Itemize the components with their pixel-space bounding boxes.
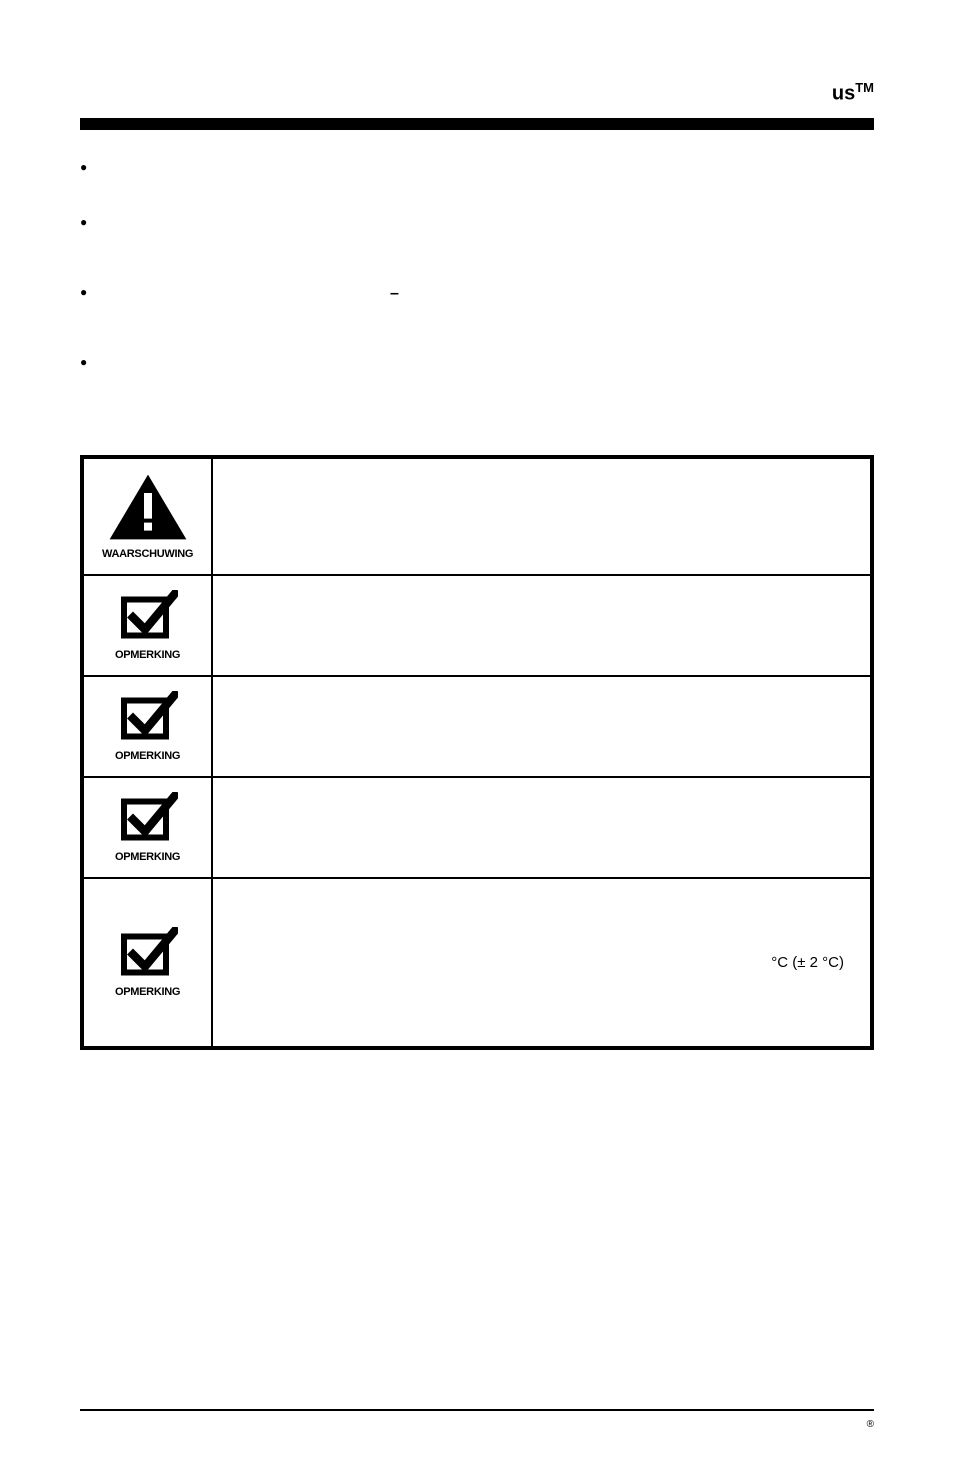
table-row: OPMERKING xyxy=(82,676,872,777)
icon-label: OPMERKING xyxy=(102,851,193,863)
checkbox-icon xyxy=(118,691,178,743)
checkbox-icon xyxy=(118,927,178,979)
registered-mark: ® xyxy=(867,1419,874,1430)
table-row: WAARSCHUWING xyxy=(82,457,872,575)
header-text: us xyxy=(832,83,855,105)
checkbox-icon xyxy=(118,590,178,642)
icon-label: OPMERKING xyxy=(102,649,193,661)
list-item xyxy=(100,160,874,205)
table-row: OPMERKING °C (± 2 °C) xyxy=(82,878,872,1048)
checkbox-icon xyxy=(118,792,178,844)
header-rule xyxy=(80,118,874,130)
header-tm: TM xyxy=(855,80,874,95)
warning-triangle-icon xyxy=(108,473,188,541)
note-icon-cell: OPMERKING xyxy=(82,676,212,777)
notice-text xyxy=(212,777,872,878)
note-icon-cell: OPMERKING xyxy=(82,777,212,878)
page-header: usTM xyxy=(80,80,874,106)
footer-rule xyxy=(80,1409,874,1411)
page-footer: ® xyxy=(80,1409,874,1435)
temperature-text: °C (± 2 °C) xyxy=(231,954,852,971)
table-row: OPMERKING xyxy=(82,777,872,878)
note-icon-cell: OPMERKING xyxy=(82,575,212,676)
notice-text xyxy=(212,575,872,676)
notice-text xyxy=(212,676,872,777)
list-item xyxy=(100,215,874,275)
notice-table: WAARSCHUWING OPMERKING OPMERKING xyxy=(80,455,874,1050)
icon-label: OPMERKING xyxy=(102,986,193,998)
table-row: OPMERKING xyxy=(82,575,872,676)
warning-icon-cell: WAARSCHUWING xyxy=(82,457,212,575)
list-item xyxy=(100,355,874,415)
icon-label: WAARSCHUWING xyxy=(102,548,193,560)
bullet-list: – xyxy=(80,160,874,415)
footer-text: ® xyxy=(80,1419,874,1435)
dash: – xyxy=(390,285,399,303)
icon-label: OPMERKING xyxy=(102,750,193,762)
note-icon-cell: OPMERKING xyxy=(82,878,212,1048)
notice-text xyxy=(212,457,872,575)
notice-text: °C (± 2 °C) xyxy=(212,878,872,1048)
list-item: – xyxy=(100,285,874,345)
